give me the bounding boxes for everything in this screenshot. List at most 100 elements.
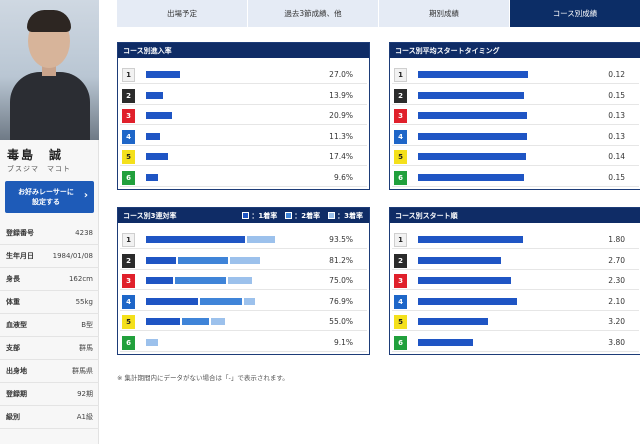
lane-number-badge: 6 [394,335,407,350]
panel-title: コース別スタート順 [390,208,640,223]
panel-title: コース別3連対率 [123,211,177,220]
lane-number-badge: 2 [122,253,135,268]
panel-title: コース別平均スタートタイミング [390,43,640,58]
lane-number-badge: 4 [394,294,407,309]
profile-table: 登録番号 4238 生年月日 1984/01/08 身長 162cm 体重 55kg 血液型 B型… [0,222,99,429]
course-row: 6 3.80 [392,334,639,352]
course-value: 0.14 [608,152,625,161]
course-row: 4 0.13 [392,128,639,146]
profile-value: 群馬 [79,344,93,352]
profile-row: 生年月日 1984/01/08 [0,245,99,268]
profile-value: 群馬県 [72,367,93,375]
lane-number-badge: 1 [394,233,407,247]
course-value: 2.30 [608,276,625,285]
third-place-bar [230,256,261,264]
third-place-bar [227,277,252,284]
entry-rate-bar [146,91,164,99]
start-timing-bar [418,132,527,140]
course-row: 6 9.6% [120,169,367,187]
profile-value: B型 [81,321,93,329]
profile-key: 体重 [6,298,20,306]
panel-header: コース別3連対率 ：1着率 ：2着率 ：3着率 [118,208,369,223]
second-place-bar [175,277,226,284]
profile-key: 登録番号 [6,229,34,237]
racer-name: 毒島 誠 [7,148,64,162]
tab-0[interactable]: 出場予定 [117,0,248,27]
entry-rate-bar [146,132,161,140]
course-value: 20.9% [329,111,353,120]
course-value: 3.20 [608,317,625,326]
entry-rate-bar [146,173,158,181]
profile-value: 1984/01/08 [52,252,93,260]
legend: ：1着率 ：2着率 ：3着率 [242,211,363,221]
tab-2[interactable]: 期別成績 [379,0,510,27]
profile-row: 身長 162cm [0,268,99,291]
start-order-bar [418,277,512,284]
start-timing-bar [418,173,525,181]
course-row: 4 11.3% [120,128,367,146]
lane-number-badge: 2 [122,88,135,103]
profile-key: 級別 [6,413,20,421]
course-row: 1 93.5% [120,231,367,249]
course-row: 5 0.14 [392,148,639,166]
course-row: 4 2.10 [392,293,639,311]
course-row: 1 27.0% [120,66,367,84]
lane-number-badge: 1 [394,68,407,82]
start-order-bar [418,338,474,346]
lane-number-badge: 6 [122,170,135,185]
lane-number-badge: 2 [394,88,407,103]
lane-number-badge: 1 [122,68,135,82]
third-place-bar [247,236,276,243]
first-place-bar [146,297,198,305]
lane-number-badge: 5 [394,150,407,164]
course-value: 76.9% [329,296,353,306]
course-value: 17.4% [329,152,353,161]
profile-value: 162cm [68,275,93,283]
profile-value: A1級 [76,413,93,421]
course-row: 3 20.9% [120,107,367,125]
profile-row: 出身地 群馬県 [0,360,99,383]
start-timing-bar [418,71,528,78]
course-row: 6 0.15 [392,169,639,187]
entry-rate-bar [146,112,173,119]
profile-key: 出身地 [6,367,27,375]
tab-1[interactable]: 過去3節成績、他 [248,0,379,27]
tab-bar: 出場予定 過去3節成績、他 期別成績 コース別成績 [117,0,640,27]
course-value: 0.12 [608,70,625,79]
chevron-right-icon: › [83,190,88,201]
start-order-panel: コース別スタート順 1 1.80 2 2.70 3 2.30 4 2.10 5 3.20 6 3.80 [389,207,640,355]
course-value: 0.15 [608,172,625,182]
course-value: 9.1% [333,337,353,347]
lane-number-badge: 6 [394,170,407,185]
course-value: 11.3% [329,131,353,141]
tab-3[interactable]: コース別成績 [510,0,640,27]
lane-number-badge: 4 [122,129,135,144]
course-value: 27.0% [329,70,353,79]
profile-value: 4238 [75,229,93,237]
second-place-bar [177,256,229,264]
course-value: 55.0% [329,317,353,326]
profile-key: 身長 [6,275,20,283]
course-value: 81.2% [329,255,353,265]
entry-rate-bar [146,153,168,160]
lane-number-badge: 2 [394,253,407,268]
footnote: ※ 集計期間内にデータがない場合は「-」で表示されます。 [117,374,289,382]
panel-title: コース別進入率 [118,43,369,58]
add-favorite-racer-button[interactable]: お好みレーサーに 設定する › [5,181,94,213]
start-order-bar [418,256,502,264]
start-order-bar [418,297,517,305]
first-place-bar [146,318,180,325]
top3-rate-panel: コース別3連対率 ：1着率 ：2着率 ：3着率 1 93.5% 2 81.2% 3 75.… [117,207,370,355]
course-row: 2 81.2% [120,252,367,270]
course-row: 5 17.4% [120,148,367,166]
lane-number-badge: 5 [122,150,135,164]
profile-row: 支部 群馬 [0,337,99,360]
course-value: 2.70 [608,255,625,265]
lane-number-badge: 3 [122,109,135,123]
course-value: 9.6% [333,172,353,182]
course-value: 1.80 [608,235,625,244]
profile-value: 55kg [75,298,93,306]
course-row: 6 9.1% [120,334,367,352]
profile-row: 血液型 B型 [0,314,99,337]
profile-key: 登録期 [6,390,27,398]
